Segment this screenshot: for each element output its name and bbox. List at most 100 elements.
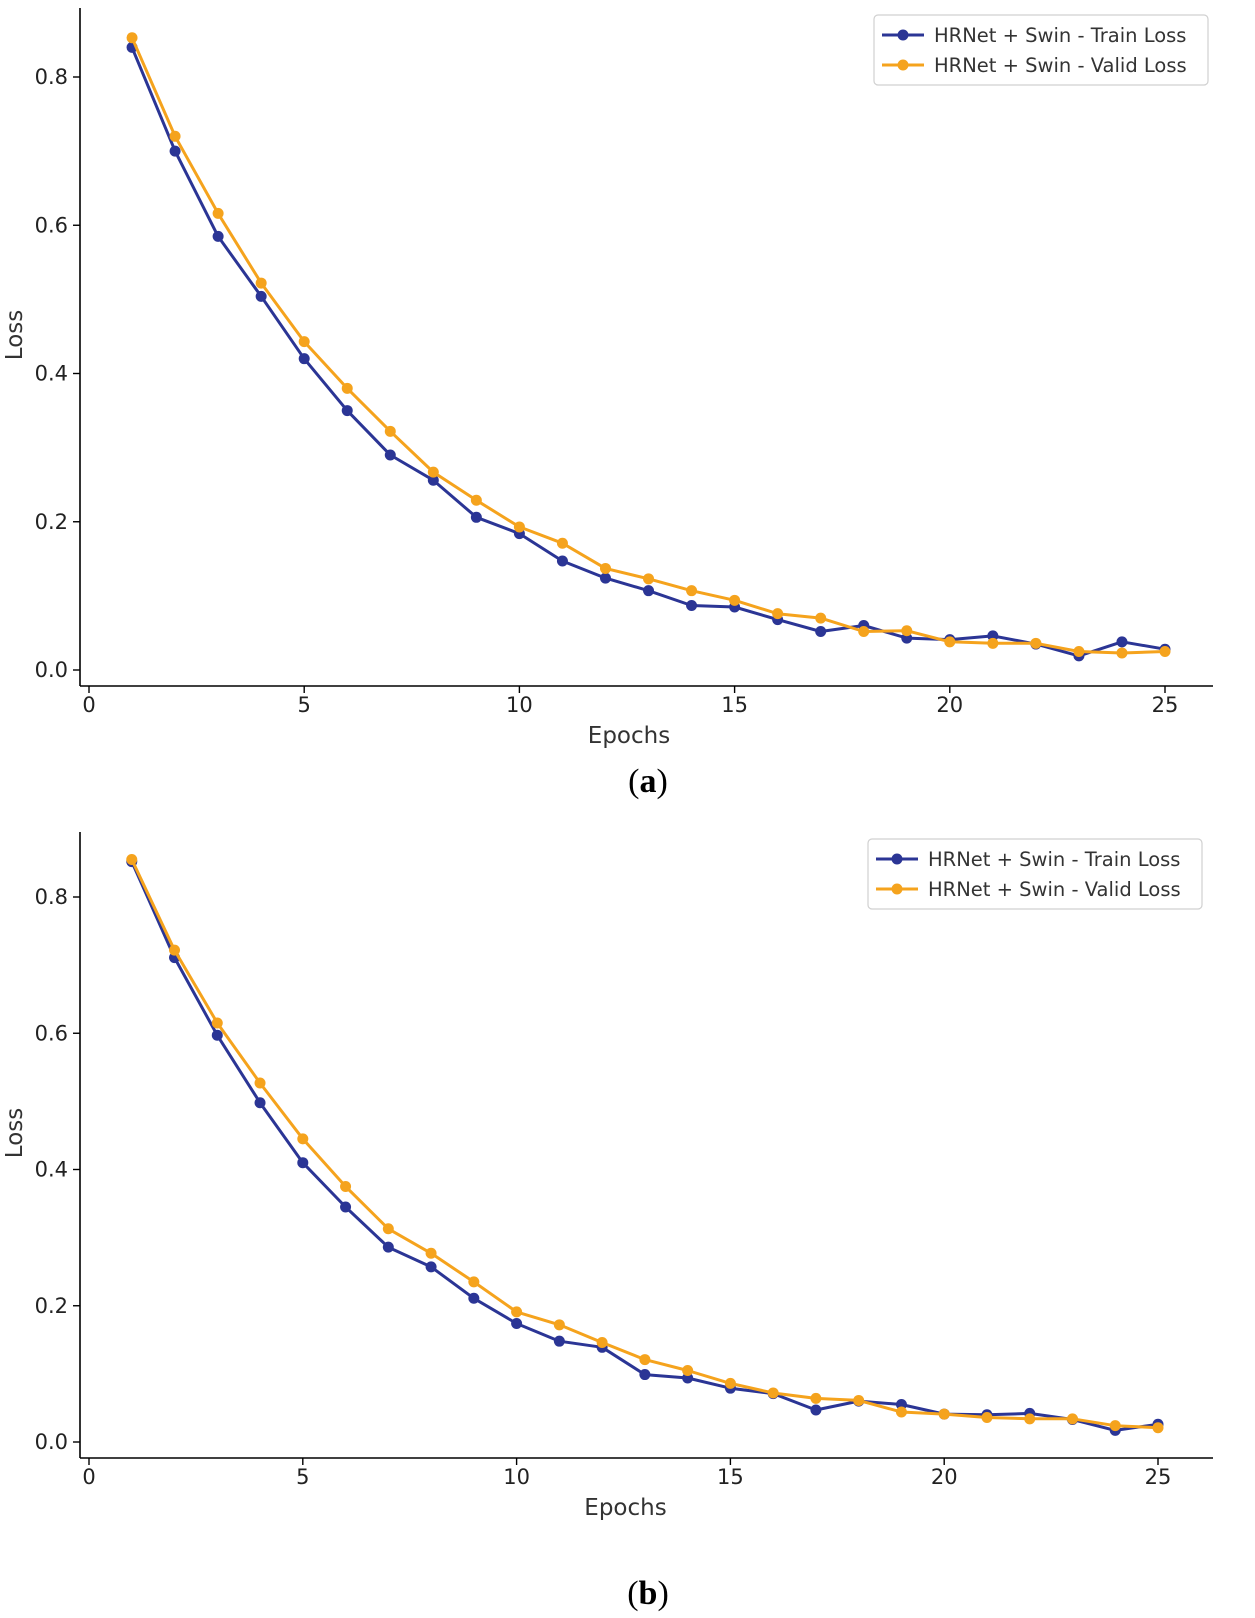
data-point-valid: [772, 608, 784, 620]
legend-label: HRNet + Swin - Train Loss: [934, 24, 1186, 47]
legend-box: [873, 14, 1209, 86]
chart-panel-a: 0 5 10 15 20 25 0.0 0.2 0.4 0.6 0.8 Epochs Loss HRNet…: [2, 8, 1213, 800]
data-point-valid: [297, 1133, 309, 1145]
data-point-train: [297, 1157, 309, 1169]
data-point-valid: [639, 1354, 651, 1366]
data-point-valid: [987, 637, 999, 649]
data-point-valid: [298, 336, 310, 348]
y-tick-label: 0.8: [35, 65, 68, 89]
legend-box: [867, 838, 1203, 910]
legend-swatch-marker: [897, 59, 909, 71]
data-point-train: [643, 585, 655, 597]
data-point-train: [341, 405, 353, 417]
data-point-train: [815, 625, 827, 637]
data-point-valid: [254, 1077, 266, 1089]
legend-swatch-marker: [891, 883, 903, 895]
legend-label: HRNet + Swin - Valid Loss: [928, 878, 1181, 901]
data-point-train: [211, 1029, 223, 1041]
y-tick-label: 0.4: [35, 362, 68, 386]
data-point-valid: [212, 207, 224, 219]
data-point-valid: [553, 1319, 565, 1331]
data-point-valid: [468, 1276, 480, 1288]
data-point-valid: [427, 466, 439, 478]
y-tick-label: 0.0: [35, 658, 68, 682]
data-point-valid: [341, 382, 353, 394]
data-point-valid: [1030, 637, 1042, 649]
x-tick-label: 25: [1145, 1465, 1172, 1489]
data-point-valid: [895, 1406, 907, 1418]
x-tick-label: 0: [82, 693, 95, 717]
data-point-valid: [815, 612, 827, 624]
y-tick-label: 0.8: [35, 885, 68, 909]
data-point-valid: [729, 594, 741, 606]
x-axis-label: Epochs: [588, 723, 670, 749]
x-axis-label: Epochs: [584, 1495, 666, 1521]
data-point-train: [556, 555, 568, 567]
data-point-valid: [944, 636, 956, 648]
data-point-valid: [340, 1181, 352, 1193]
data-point-valid: [1073, 645, 1085, 657]
data-point-train: [686, 600, 698, 612]
x-tick-label: 5: [296, 1465, 309, 1489]
data-point-valid: [126, 32, 138, 44]
x-tick-label: 5: [298, 693, 311, 717]
data-point-valid: [511, 1306, 523, 1318]
data-point-train: [810, 1404, 822, 1416]
data-point-train: [639, 1369, 651, 1381]
data-point-train: [169, 145, 181, 157]
legend-swatch-marker: [897, 29, 909, 41]
data-point-valid: [981, 1411, 993, 1423]
data-point-valid: [810, 1392, 822, 1404]
data-point-train: [511, 1317, 523, 1329]
data-point-valid: [938, 1408, 950, 1420]
data-point-train: [298, 353, 310, 365]
x-tick-label: 10: [506, 693, 533, 717]
data-point-valid: [382, 1223, 394, 1235]
y-tick-label: 0.4: [35, 1158, 68, 1182]
data-point-valid: [643, 573, 655, 585]
series-line-train: [130, 860, 1159, 1432]
data-point-valid: [1066, 1413, 1078, 1425]
data-point-valid: [255, 277, 267, 289]
data-point-valid: [425, 1247, 437, 1259]
data-point-train: [255, 290, 267, 302]
legend-label: HRNet + Swin - Train Loss: [928, 848, 1180, 871]
data-point-valid: [126, 854, 138, 866]
x-tick-label: 10: [503, 1465, 530, 1489]
data-point-valid: [169, 130, 181, 142]
data-point-train: [382, 1241, 394, 1253]
data-point-train: [468, 1292, 480, 1304]
data-point-valid: [1116, 647, 1128, 659]
data-point-train: [340, 1201, 352, 1213]
x-tick-label: 20: [931, 1465, 958, 1489]
data-point-valid: [901, 625, 913, 637]
y-tick-label: 0.0: [35, 1430, 68, 1454]
data-point-train: [553, 1335, 565, 1347]
x-tick-label: 15: [721, 693, 748, 717]
legend-label: HRNet + Swin - Valid Loss: [934, 54, 1187, 77]
y-axis-label: Loss: [2, 1108, 28, 1158]
data-point-train: [470, 511, 482, 523]
data-point-train: [384, 449, 396, 461]
data-point-valid: [556, 537, 568, 549]
data-point-train: [599, 572, 611, 584]
data-point-valid: [596, 1337, 608, 1349]
x-tick-label: 0: [82, 1465, 95, 1489]
data-point-train: [254, 1097, 266, 1109]
data-point-train: [425, 1261, 437, 1273]
data-point-valid: [858, 625, 870, 637]
legend-swatch-marker: [891, 853, 903, 865]
data-point-valid: [470, 494, 482, 506]
data-point-valid: [724, 1377, 736, 1389]
data-point-train: [212, 230, 224, 242]
series-line-train: [130, 46, 1166, 658]
data-point-valid: [1159, 645, 1171, 657]
data-point-train: [427, 474, 439, 486]
y-tick-label: 0.6: [35, 213, 68, 237]
data-point-valid: [599, 562, 611, 574]
x-tick-label: 25: [1152, 693, 1179, 717]
series-line-valid: [130, 37, 1166, 655]
y-tick-label: 0.2: [35, 510, 68, 534]
data-point-train: [1116, 636, 1128, 648]
